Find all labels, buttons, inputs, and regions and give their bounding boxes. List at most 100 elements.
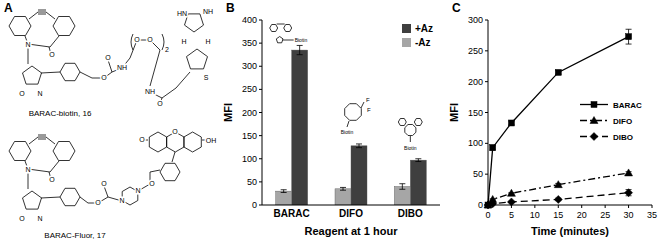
bond [38,137,46,138]
atom-label: O [172,128,178,135]
inset-label: Biotin [404,145,417,151]
bond [138,170,160,191]
legend-marker [591,102,597,108]
marker [490,145,496,151]
y-tick [259,20,262,21]
y-tick-label: 350 [242,38,257,48]
inset-label: F [367,107,371,113]
error-cap [297,45,303,46]
marker [554,181,562,188]
bar [292,50,308,205]
structures: NOONOONHOO2NHOHHHNNHSBARAC-biotin, 16NOO… [9,8,216,240]
y-tick-label: 250 [468,46,483,56]
x-tick-label: 5 [509,210,514,220]
legend-label: DIBO [613,133,633,142]
y-tick-label: 150 [468,108,483,118]
x-axis-title: Time (minutes) [531,225,609,237]
error-bar [340,187,346,190]
ring [284,25,292,32]
x-tick-label: 15 [553,210,563,220]
x-tick-label: 30 [624,210,634,220]
y-tick [485,50,488,51]
atom-label: O [95,199,101,206]
bar [394,187,410,206]
error-cap [415,158,421,159]
error-stem [283,190,284,193]
error-cap [281,189,287,190]
bond [41,72,60,73]
error-cap [297,54,303,55]
marker [626,34,632,40]
panel-letter: A [4,1,13,15]
atom-label: O [134,36,140,43]
series-line [488,37,629,205]
legend-label: BARAC [613,101,642,110]
y-tick-label: 50 [247,177,257,187]
insets: BiotinFFBiotinBiotin [270,24,423,151]
bar [351,146,367,205]
error-cap [626,29,632,30]
marker [555,69,561,75]
error-stem [299,45,300,54]
error-bar [297,45,303,54]
ring [53,17,75,36]
y-tick [485,81,488,82]
bars [276,45,427,205]
y-tick [259,89,262,90]
ring [167,132,184,152]
error-stem [359,144,360,148]
x-tick [511,205,512,208]
x-tick-label: 35 [647,210,657,220]
error-cap [340,187,346,188]
y-tick-label: 150 [242,131,257,141]
atom-label: O [49,51,55,58]
atom-label: O [157,100,163,107]
y-tick [485,20,488,21]
structure-barac-biotin: NOONOONHOO2NHOHHHNNHS [9,8,213,107]
line-chart: 050100150200250300MFI05101520253035Time … [448,15,657,237]
ring [60,63,80,80]
error-cap [399,189,405,190]
marker [489,200,497,208]
atom-label: N [25,166,30,173]
y-tick-label: 200 [468,77,483,87]
atom-label: H [205,38,210,45]
bond [172,152,175,162]
y-tick [485,112,488,113]
atom-label: S [204,74,209,81]
bond [277,24,285,25]
bond [112,40,160,86]
error-stem [418,159,419,162]
bond [347,121,349,127]
y-tick [485,174,488,175]
background [0,0,663,245]
error-stem [402,184,403,190]
ring [405,125,416,136]
y-tick-label: 100 [242,154,257,164]
y-tick [259,66,262,67]
bracket [131,34,164,50]
x-tick [488,205,489,208]
legend-swatch [402,24,411,33]
bond [80,60,112,78]
atom-label: O [49,176,55,183]
error-bar [281,190,287,193]
bond [25,36,59,47]
ring [23,191,42,209]
ring [9,17,31,36]
atom-label: O [19,215,25,222]
error-bar [626,190,632,196]
atom-label: O [101,74,107,81]
error-bar [399,184,405,190]
inset-label: Biotin [295,37,308,43]
bond [29,137,38,144]
bond [80,186,108,203]
error-cap [399,183,405,184]
x-tick [534,205,535,208]
y-tick [259,158,262,159]
bar [335,189,351,205]
error-bar [415,159,421,162]
x-tick-label: 25 [600,210,610,220]
atom-label: O [147,36,153,43]
bond [29,12,38,19]
